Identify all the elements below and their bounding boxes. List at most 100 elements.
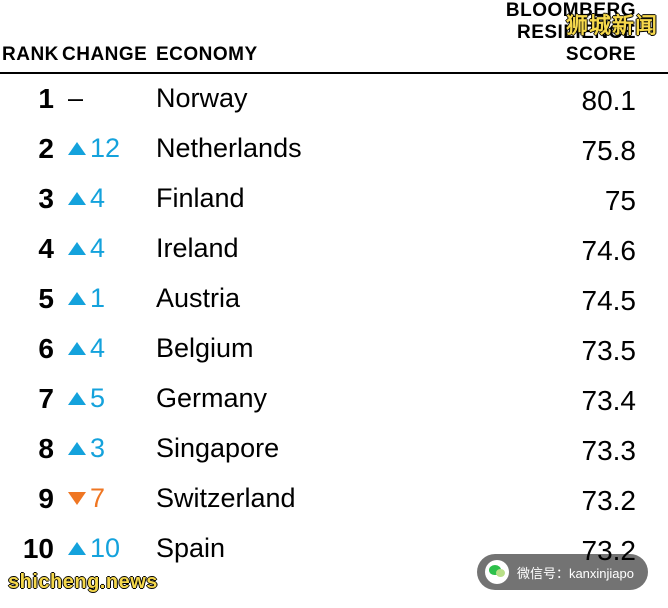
table-row: 4 4 Ireland 74.6: [0, 224, 668, 274]
watermark-top-right: 狮城新闻: [566, 8, 658, 40]
table-row: 5 1 Austria 74.5: [0, 274, 668, 324]
change-number: 1: [90, 283, 105, 314]
change-number: 7: [90, 483, 105, 514]
change-cell: 7: [60, 483, 150, 514]
economy-cell: Austria: [150, 283, 405, 314]
change-number: 4: [90, 333, 105, 364]
score-value: 73.5: [582, 335, 637, 367]
rank-cell: 6: [0, 333, 60, 365]
arrow-up-icon: [68, 242, 86, 255]
economy-cell: Ireland: [150, 233, 405, 264]
score-value: 74.5: [582, 285, 637, 317]
change-value: –: [68, 83, 83, 114]
arrow-up-icon: [68, 442, 86, 455]
table-row: 9 7 Switzerland 73.2: [0, 474, 668, 524]
change-value: 12: [68, 133, 120, 164]
rank-cell: 3: [0, 183, 60, 215]
economy-value: Belgium: [156, 333, 254, 363]
table-row: 1– Norway 80.1: [0, 74, 668, 124]
arrow-up-icon: [68, 292, 86, 305]
header-change: CHANGE: [60, 44, 150, 66]
economy-value: Spain: [156, 533, 225, 563]
rank-value: 10: [23, 533, 54, 564]
change-cell: 4: [60, 333, 150, 364]
table-row: 7 5 Germany 73.4: [0, 374, 668, 424]
change-value: 4: [68, 333, 105, 364]
economy-value: Norway: [156, 83, 248, 113]
rank-value: 9: [38, 483, 54, 514]
change-value: 5: [68, 383, 105, 414]
rank-value: 5: [38, 283, 54, 314]
table-body: 1–Norway80.1212Netherlands75.834Finland7…: [0, 74, 668, 574]
change-number: –: [68, 83, 83, 114]
change-cell: 10: [60, 533, 150, 564]
economy-cell: Switzerland: [150, 483, 405, 514]
economy-value: Ireland: [156, 233, 239, 263]
economy-cell: Netherlands: [150, 133, 405, 164]
rank-value: 8: [38, 433, 54, 464]
change-cell: 12: [60, 133, 150, 164]
arrow-up-icon: [68, 392, 86, 405]
economy-cell: Germany: [150, 383, 405, 414]
change-cell: –: [60, 83, 150, 114]
ranking-table: RANK CHANGE ECONOMY BLOOMBERG RESILIENCE…: [0, 0, 668, 574]
change-number: 3: [90, 433, 105, 464]
change-value: 7: [68, 483, 105, 514]
economy-value: Finland: [156, 183, 245, 213]
rank-cell: 10: [0, 533, 60, 565]
rank-cell: 8: [0, 433, 60, 465]
change-value: 10: [68, 533, 120, 564]
change-number: 12: [90, 133, 120, 164]
change-number: 10: [90, 533, 120, 564]
wechat-label: 微信号：kanxinjiapo: [517, 563, 634, 582]
rank-value: 4: [38, 233, 54, 264]
score-value: 75.8: [582, 135, 637, 167]
change-cell: 1: [60, 283, 150, 314]
arrow-down-icon: [68, 492, 86, 505]
economy-cell: Singapore: [150, 433, 405, 464]
score-value: 73.2: [582, 485, 637, 517]
rank-value: 1: [38, 83, 54, 114]
change-value: 4: [68, 183, 105, 214]
table-row: 83Singapore73.3: [0, 424, 668, 474]
score-value: 80.1: [582, 85, 637, 117]
arrow-up-icon: [68, 542, 86, 555]
rank-cell: 4: [0, 233, 60, 265]
table-row: 2 12 Netherlands 75.8: [0, 124, 668, 174]
change-value: 1: [68, 283, 105, 314]
arrow-up-icon: [68, 192, 86, 205]
watermark-bottom-left: shicheng.news: [8, 571, 158, 594]
change-number: 5: [90, 383, 105, 414]
economy-cell: Belgium: [150, 333, 405, 364]
score-value: 73.4: [582, 385, 637, 417]
economy-value: Netherlands: [156, 133, 302, 163]
arrow-up-icon: [68, 142, 86, 155]
rank-cell: 9: [0, 483, 60, 515]
header-economy: ECONOMY: [150, 44, 405, 66]
economy-value: Austria: [156, 283, 240, 313]
economy-cell: Spain: [150, 533, 405, 564]
change-number: 4: [90, 183, 105, 214]
header-rank: RANK: [0, 44, 60, 66]
economy-value: Singapore: [156, 433, 279, 463]
change-cell: 4: [60, 183, 150, 214]
change-number: 4: [90, 233, 105, 264]
change-cell: 3: [60, 433, 150, 464]
rank-value: 3: [38, 183, 54, 214]
change-cell: 5: [60, 383, 150, 414]
wechat-icon: [485, 560, 509, 584]
change-value: 3: [68, 433, 105, 464]
table-row: 64 Belgium 73.5: [0, 324, 668, 374]
rank-cell: 2: [0, 133, 60, 165]
economy-value: Switzerland: [156, 483, 296, 513]
score-value: 74.6: [582, 235, 637, 267]
economy-value: Germany: [156, 383, 267, 413]
rank-cell: 7: [0, 383, 60, 415]
rank-cell: 1: [0, 83, 60, 115]
wechat-badge: 微信号：kanxinjiapo: [477, 554, 648, 590]
score-value: 75: [605, 185, 636, 217]
economy-cell: Norway: [150, 83, 405, 114]
rank-value: 7: [38, 383, 54, 414]
economy-cell: Finland: [150, 183, 405, 214]
arrow-up-icon: [68, 342, 86, 355]
